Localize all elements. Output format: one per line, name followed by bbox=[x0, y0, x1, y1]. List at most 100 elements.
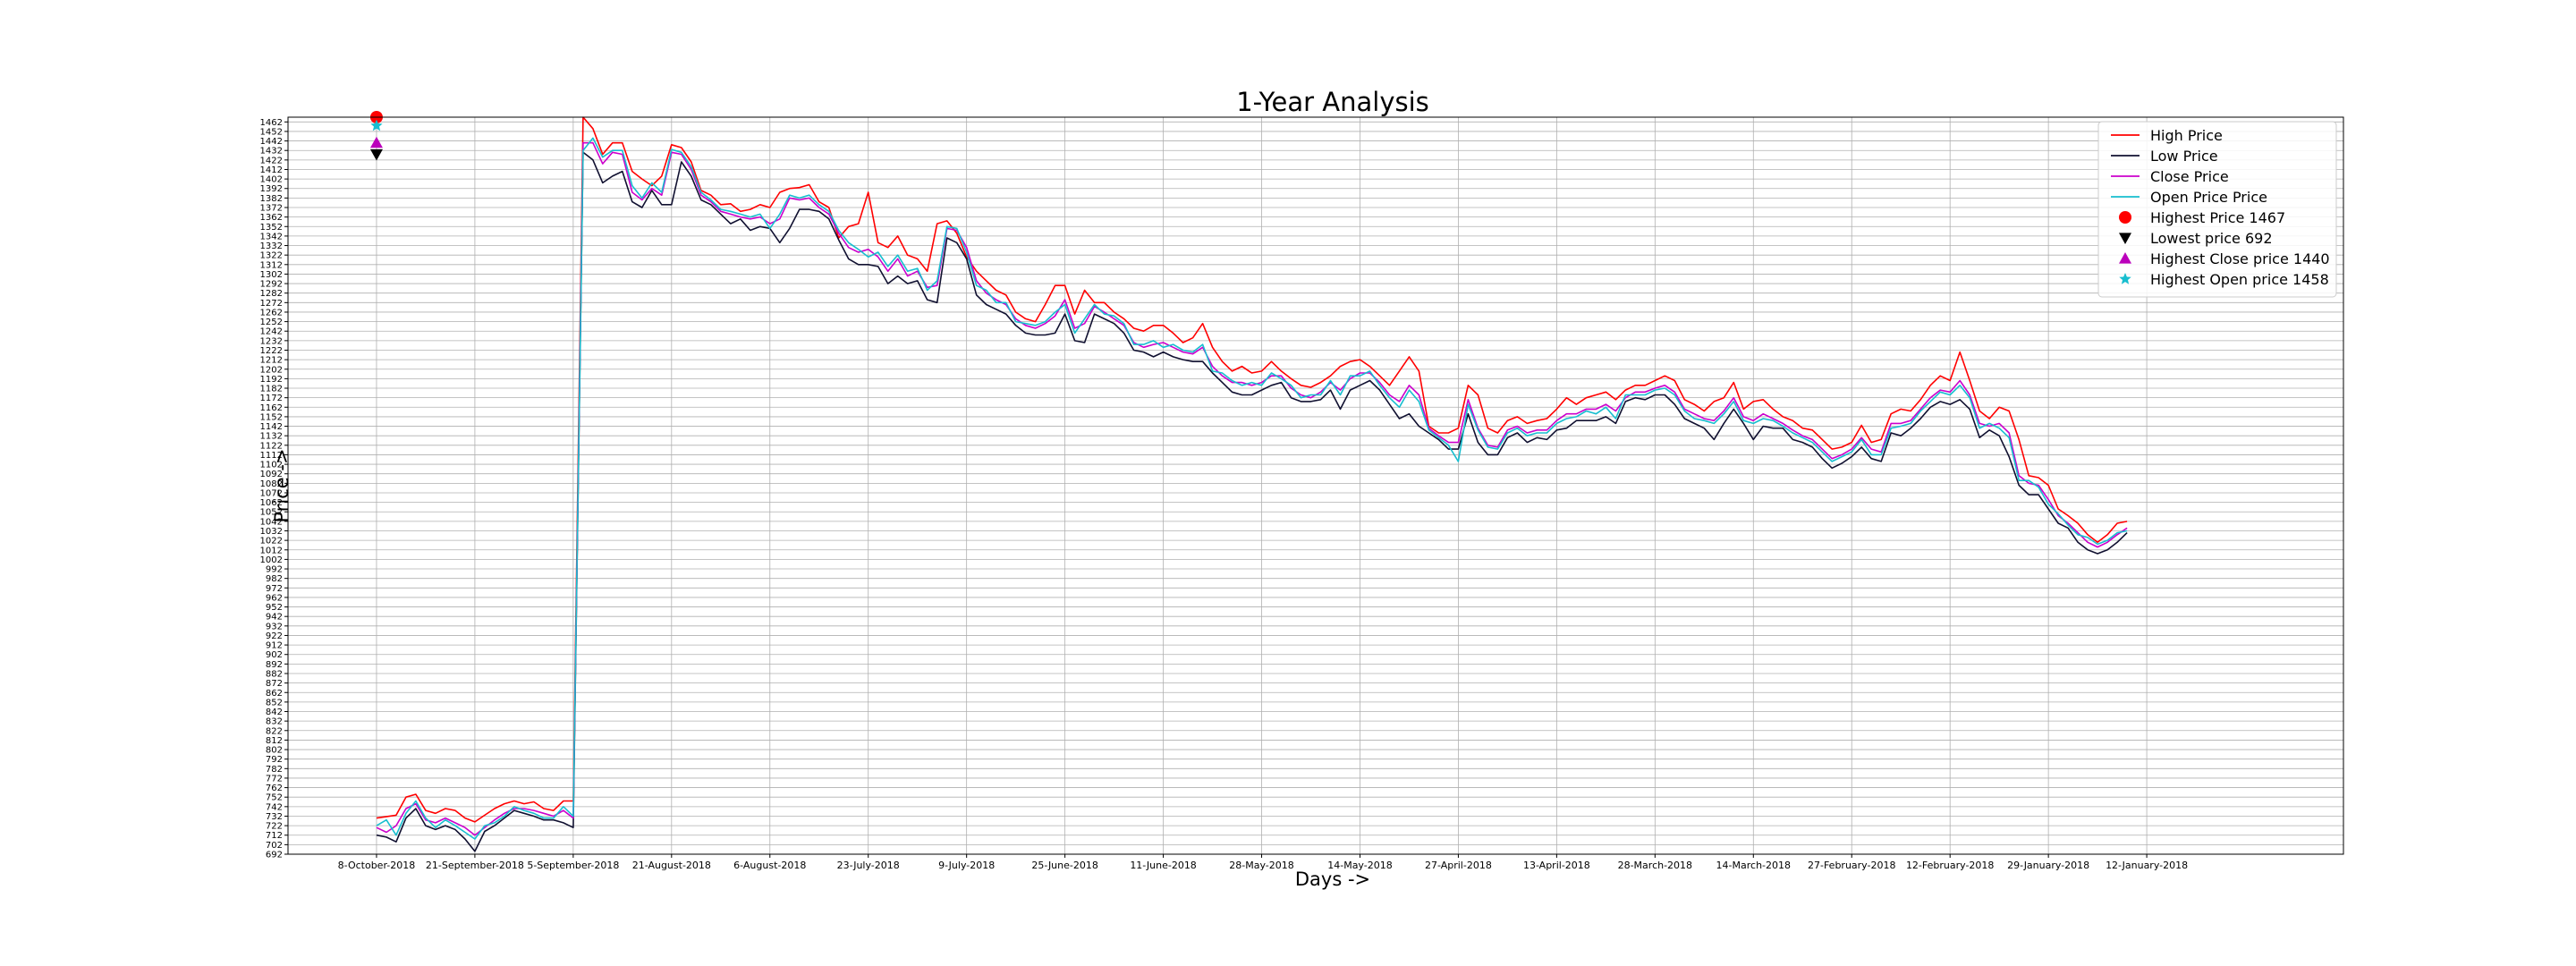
y-tick-label: 1022 bbox=[260, 537, 283, 547]
y-tick-label: 1062 bbox=[260, 498, 283, 508]
legend-marker-2 bbox=[2119, 233, 2131, 244]
legend-label: Highest Open price 1458 bbox=[2150, 271, 2329, 288]
series-line-2 bbox=[376, 151, 2128, 852]
y-tick-label: 922 bbox=[266, 631, 283, 641]
legend-label: Open Price Price bbox=[2150, 189, 2267, 206]
marker-point-3 bbox=[369, 136, 383, 148]
y-tick-label: 1172 bbox=[260, 394, 283, 403]
y-tick-label: 782 bbox=[266, 765, 283, 775]
x-tick-label: 14-May-2018 bbox=[1327, 860, 1392, 871]
y-tick-label: 902 bbox=[266, 650, 283, 660]
y-tick-label: 842 bbox=[266, 708, 283, 717]
y-tick-label: 852 bbox=[266, 698, 283, 708]
y-tick-label: 1002 bbox=[260, 555, 283, 565]
y-tick-label: 1332 bbox=[260, 242, 283, 251]
y-tick-label: 982 bbox=[266, 574, 283, 584]
y-tick-label: 1402 bbox=[260, 175, 283, 185]
y-tick-label: 762 bbox=[266, 784, 283, 793]
y-tick-label: 1112 bbox=[260, 451, 283, 461]
y-tick-label: 1012 bbox=[260, 546, 283, 555]
y-tick-label: 862 bbox=[266, 689, 283, 699]
y-tick-label: 1032 bbox=[260, 527, 283, 537]
y-tick-label: 692 bbox=[266, 851, 283, 860]
y-tick-label: 1452 bbox=[260, 127, 283, 137]
y-tick-label: 1322 bbox=[260, 251, 283, 261]
y-tick-label: 1252 bbox=[260, 318, 283, 327]
x-tick-label: 12-January-2018 bbox=[2106, 860, 2188, 871]
y-tick-label: 1372 bbox=[260, 204, 283, 214]
y-tick-label: 1042 bbox=[260, 517, 283, 527]
y-tick-label: 1192 bbox=[260, 375, 283, 385]
y-tick-label: 882 bbox=[266, 669, 283, 679]
x-tick-label: 5-September-2018 bbox=[527, 860, 619, 871]
x-tick-label: 25-June-2018 bbox=[1031, 860, 1098, 871]
y-tick-label: 812 bbox=[266, 736, 283, 746]
y-tick-label: 872 bbox=[266, 679, 283, 689]
grid bbox=[288, 117, 2343, 855]
x-tick-label: 6-August-2018 bbox=[733, 860, 806, 871]
series-line-4 bbox=[376, 137, 2128, 840]
x-axis-label: Days -> bbox=[1295, 869, 1370, 890]
y-tick-label: 792 bbox=[266, 755, 283, 765]
y-tick-label: 1272 bbox=[260, 299, 283, 309]
y-tick-label: 1462 bbox=[260, 118, 283, 128]
y-tick-label: 1412 bbox=[260, 165, 283, 175]
y-tick-label: 942 bbox=[266, 613, 283, 623]
y-tick-label: 752 bbox=[266, 793, 283, 803]
series-layer bbox=[376, 116, 2128, 852]
x-tick-label: 21-September-2018 bbox=[426, 860, 524, 871]
y-tick-label: 952 bbox=[266, 603, 283, 613]
legend-label: Close Price bbox=[2150, 168, 2229, 185]
legend: High Price Low Price Close Price Open Price… bbox=[2097, 121, 2337, 298]
legend-label: Highest Close price 1440 bbox=[2150, 250, 2330, 267]
marker-point-4 bbox=[370, 119, 383, 131]
y-tick-label: 702 bbox=[266, 841, 283, 851]
y-tick-label: 1182 bbox=[260, 385, 283, 394]
legend-box bbox=[2097, 121, 2337, 298]
y-tick-labels: 6927027127227327427527627727827928028128… bbox=[260, 118, 288, 860]
y-tick-label: 1102 bbox=[260, 461, 283, 470]
y-tick-label: 722 bbox=[266, 822, 283, 832]
y-tick-label: 1242 bbox=[260, 327, 283, 337]
x-tick-label: 28-May-2018 bbox=[1229, 860, 1293, 871]
y-tick-label: 1152 bbox=[260, 412, 283, 422]
y-tick-label: 772 bbox=[266, 774, 283, 784]
y-tick-label: 1202 bbox=[260, 365, 283, 375]
y-tick-label: 732 bbox=[266, 812, 283, 822]
y-tick-label: 1052 bbox=[260, 508, 283, 518]
legend-marker-1 bbox=[2119, 211, 2131, 224]
y-tick-label: 1352 bbox=[260, 223, 283, 233]
y-tick-label: 912 bbox=[266, 641, 283, 651]
legend-label: Lowest price 692 bbox=[2150, 230, 2273, 247]
y-tick-label: 1342 bbox=[260, 232, 283, 242]
y-tick-label: 1282 bbox=[260, 289, 283, 299]
series-line-1 bbox=[376, 116, 2128, 823]
legend-label: High Price bbox=[2150, 127, 2223, 144]
legend-label: Low Price bbox=[2150, 148, 2218, 165]
y-tick-label: 1212 bbox=[260, 356, 283, 366]
y-tick-label: 1232 bbox=[260, 336, 283, 346]
y-tick-label: 1132 bbox=[260, 432, 283, 442]
y-tick-label: 802 bbox=[266, 746, 283, 756]
x-tick-label: 13-April-2018 bbox=[1523, 860, 1590, 871]
y-tick-label: 962 bbox=[266, 593, 283, 603]
legend-marker-4 bbox=[2119, 273, 2131, 284]
y-tick-label: 1072 bbox=[260, 488, 283, 498]
x-tick-label: 21-August-2018 bbox=[632, 860, 711, 871]
x-tick-label: 27-February-2018 bbox=[1808, 860, 1895, 871]
y-tick-label: 1082 bbox=[260, 479, 283, 489]
y-tick-label: 742 bbox=[266, 802, 283, 812]
x-tick-label: 9-July-2018 bbox=[938, 860, 995, 871]
y-tick-label: 1162 bbox=[260, 403, 283, 413]
y-tick-label: 932 bbox=[266, 622, 283, 631]
x-tick-label: 12-February-2018 bbox=[1906, 860, 1994, 871]
x-tick-label: 8-October-2018 bbox=[338, 860, 416, 871]
y-tick-label: 1222 bbox=[260, 346, 283, 356]
x-tick-labels: 8-October-2018 21-September-2018 5-Septemb… bbox=[338, 854, 2188, 871]
plot-frame bbox=[287, 116, 2344, 855]
series-line-3 bbox=[376, 141, 2128, 836]
y-tick-label: 1382 bbox=[260, 194, 283, 204]
y-tick-label: 1392 bbox=[260, 184, 283, 194]
y-tick-label: 892 bbox=[266, 660, 283, 670]
